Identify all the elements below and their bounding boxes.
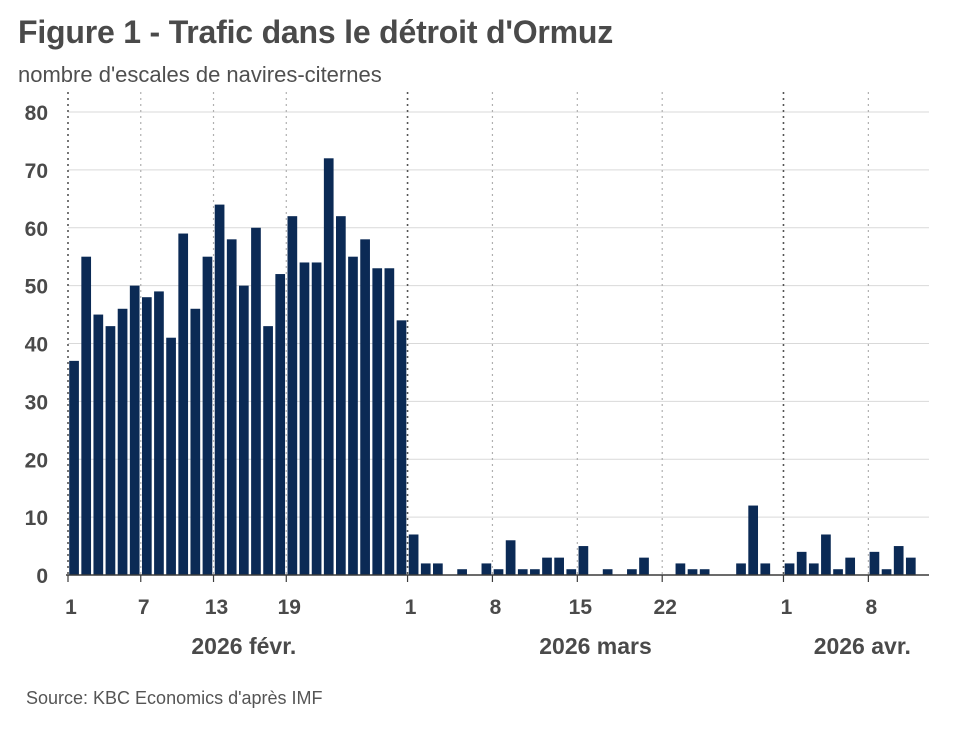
x-tick-label: 15	[569, 596, 593, 619]
x-tick-label: 7	[138, 596, 150, 619]
bar	[517, 569, 528, 575]
month-label: 2026 mars	[539, 633, 652, 659]
bar	[602, 569, 613, 575]
bar	[578, 546, 589, 575]
bar	[760, 563, 771, 575]
x-tick-label: 19	[278, 596, 301, 619]
bar	[396, 320, 407, 575]
x-tick-label: 1	[65, 596, 77, 619]
bar	[784, 563, 795, 575]
bar	[323, 158, 334, 576]
bar	[833, 569, 843, 575]
bar	[129, 285, 140, 575]
source-note: Source: KBC Economics d'après IMF	[26, 688, 323, 708]
bar	[905, 557, 916, 575]
y-tick-label: 60	[25, 218, 48, 241]
bar	[736, 563, 746, 575]
bar	[481, 563, 492, 575]
x-tick-label: 13	[205, 596, 228, 619]
bar	[675, 563, 686, 575]
bar	[542, 557, 552, 575]
bar	[202, 256, 213, 575]
bar	[105, 326, 116, 575]
bar	[69, 360, 79, 575]
x-tick-label: 8	[490, 596, 502, 619]
x-tick-label: 1	[405, 596, 417, 619]
bar	[554, 557, 564, 575]
bar	[821, 534, 831, 575]
bar	[93, 314, 104, 575]
bar	[178, 233, 189, 575]
bar	[699, 569, 710, 575]
bar	[384, 268, 395, 575]
y-tick-label: 50	[25, 276, 48, 299]
bar	[881, 569, 892, 575]
bar	[627, 569, 637, 575]
bar	[566, 569, 577, 575]
bar	[687, 569, 698, 575]
bar	[336, 216, 346, 576]
bar	[214, 204, 225, 575]
bar	[190, 308, 201, 575]
bar	[263, 326, 273, 575]
bar	[360, 239, 370, 575]
month-label: 2026 avr.	[814, 633, 911, 659]
bar	[287, 216, 298, 576]
bar	[117, 308, 128, 575]
bar	[845, 557, 856, 575]
bar	[311, 262, 322, 575]
bar	[808, 563, 819, 575]
bar	[869, 551, 880, 575]
bar	[420, 563, 431, 575]
bar	[408, 534, 419, 575]
chart-subtitle: nombre d'escales de navires-citernes	[18, 62, 382, 87]
x-tick-label: 22	[654, 596, 677, 619]
y-tick-label: 20	[25, 449, 48, 472]
y-tick-label: 30	[25, 391, 48, 414]
bar	[141, 297, 152, 575]
y-tick-label: 10	[25, 507, 48, 530]
x-tick-label: 1	[781, 596, 793, 619]
y-tick-label: 0	[36, 565, 48, 588]
month-label: 2026 févr.	[191, 633, 296, 659]
bar	[275, 274, 286, 575]
bar	[166, 337, 176, 575]
bar	[299, 262, 310, 575]
bar	[433, 563, 443, 575]
y-tick-label: 80	[25, 102, 48, 125]
bar	[530, 569, 540, 575]
bar	[493, 569, 504, 575]
bar	[457, 569, 467, 575]
bar	[226, 239, 237, 575]
x-tick-label: 8	[866, 596, 878, 619]
bar	[639, 557, 649, 575]
bar	[372, 268, 383, 575]
bar	[348, 256, 358, 575]
bar	[505, 540, 516, 575]
bar	[748, 505, 759, 575]
y-tick-label: 40	[25, 334, 48, 357]
chart-title: Figure 1 - Trafic dans le détroit d'Ormu…	[18, 14, 614, 50]
y-tick-label: 70	[25, 160, 48, 183]
bar	[796, 551, 807, 575]
bar	[238, 285, 249, 575]
bar	[154, 291, 164, 575]
bar	[81, 256, 92, 575]
bar	[893, 546, 904, 575]
bar	[251, 227, 261, 575]
